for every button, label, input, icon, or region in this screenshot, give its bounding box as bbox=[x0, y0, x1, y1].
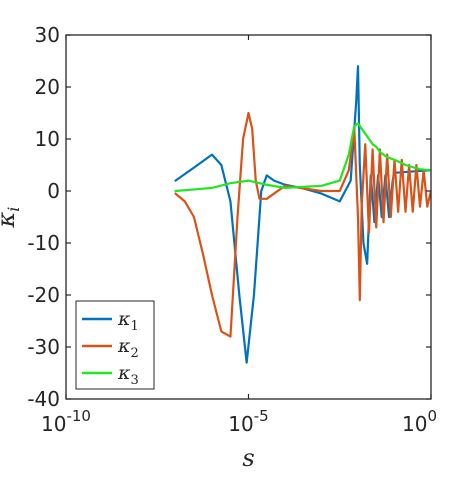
legend-label-2: κ2 bbox=[117, 335, 139, 361]
x-axis-label: s bbox=[242, 444, 254, 472]
y-axis-label: κi bbox=[0, 207, 23, 229]
series-line-1 bbox=[174, 65, 431, 364]
series-line-3 bbox=[174, 122, 431, 193]
legend-label-3: κ3 bbox=[117, 362, 139, 388]
y-tick-label: -30 bbox=[27, 335, 60, 359]
y-tick-label: 0 bbox=[47, 179, 60, 203]
y-tick-label: 30 bbox=[35, 23, 60, 47]
series-layer bbox=[174, 65, 431, 364]
x-tick-label: 10-5 bbox=[228, 407, 268, 436]
y-tick-label: 20 bbox=[35, 75, 60, 99]
x-tick-label: 10-10 bbox=[41, 407, 91, 436]
y-tick-label: -10 bbox=[27, 231, 60, 255]
y-tick-label: -40 bbox=[27, 387, 60, 411]
legend-label-1: κ1 bbox=[117, 308, 139, 334]
y-tick-label: 10 bbox=[35, 127, 60, 151]
series-line-2 bbox=[174, 111, 431, 338]
y-tick-label: -20 bbox=[27, 283, 60, 307]
x-tick-label: 100 bbox=[402, 407, 437, 436]
